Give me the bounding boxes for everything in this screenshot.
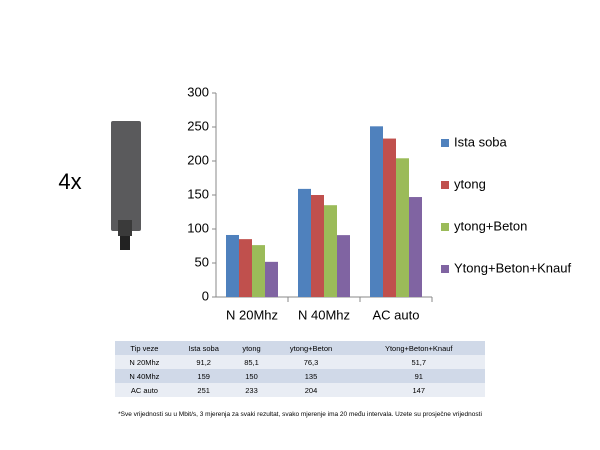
table-cell: AC auto xyxy=(115,383,174,397)
legend-label: ytong+Beton xyxy=(454,218,527,233)
table-cell: 204 xyxy=(269,383,353,397)
bar xyxy=(370,126,383,297)
bar xyxy=(311,195,324,297)
y-tick-label: 100 xyxy=(187,220,209,235)
table-cell: N 20Mhz xyxy=(115,355,174,369)
bar xyxy=(409,197,422,297)
chart: 4x 0 50 100 150 200 250 300 N 20Mhz N 40Mhz AC au… xyxy=(58,84,571,322)
table-cell: 85,1 xyxy=(233,355,270,369)
footnote: *Sve vrijednosti su u Mbit/s, 3 mjerenja… xyxy=(118,411,482,418)
x-tick-label: AC auto xyxy=(373,307,420,322)
antenna-image xyxy=(111,121,141,250)
table-cell: ytong+Beton xyxy=(269,341,353,355)
table-row: Tip veze Ista soba ytong ytong+Beton Ytong+B… xyxy=(115,341,485,355)
table-cell: N 40Mhz xyxy=(115,369,174,383)
bar xyxy=(265,261,278,297)
y-tick-label: 50 xyxy=(195,254,209,269)
table-cell: Ista soba xyxy=(173,341,234,355)
bar xyxy=(383,138,396,297)
legend-swatch xyxy=(441,223,449,231)
bar xyxy=(252,245,265,297)
legend-swatch xyxy=(441,181,449,189)
multiplier-label: 4x xyxy=(58,169,81,194)
y-tick-label: 200 xyxy=(187,152,209,167)
bar xyxy=(298,188,311,297)
table-cell: 150 xyxy=(233,369,270,383)
y-tick-label: 250 xyxy=(187,118,209,133)
bar xyxy=(226,234,239,297)
table-cell: 159 xyxy=(173,369,234,383)
table-row: N 40Mhz 159 150 135 91 xyxy=(115,369,485,383)
results-table: Tip veze Ista soba ytong ytong+Beton Ytong+B… xyxy=(115,341,485,397)
bar xyxy=(324,205,337,297)
legend-label: ytong xyxy=(454,176,486,191)
y-tick-label: 150 xyxy=(187,186,209,201)
y-tick-label: 300 xyxy=(187,84,209,99)
table-cell: 251 xyxy=(173,383,234,397)
bar xyxy=(239,239,252,297)
table-cell: Tip veze xyxy=(115,341,174,355)
table-cell: 51,7 xyxy=(352,355,485,369)
table-cell: 76,3 xyxy=(269,355,353,369)
table-cell: 91 xyxy=(352,369,485,383)
bar xyxy=(337,235,350,297)
bar xyxy=(396,158,409,297)
table-row: AC auto 251 233 204 147 xyxy=(115,383,485,397)
y-tick-label: 0 xyxy=(202,288,209,303)
table-cell: 91,2 xyxy=(173,355,234,369)
table-cell: ytong xyxy=(233,341,270,355)
legend-label: Ista soba xyxy=(454,134,508,149)
legend-label: Ytong+Beton+Knauf xyxy=(454,260,571,275)
table-row: N 20Mhz 91,2 85,1 76,3 51,7 xyxy=(115,355,485,369)
x-tick-label: N 20Mhz xyxy=(226,307,278,322)
x-tick-label: N 40Mhz xyxy=(298,307,350,322)
legend-swatch xyxy=(441,265,449,273)
table-cell: 233 xyxy=(233,383,270,397)
table-cell: 135 xyxy=(269,369,353,383)
table-cell: 147 xyxy=(352,383,485,397)
legend-swatch xyxy=(441,139,449,147)
table-cell: Ytong+Beton+Knauf xyxy=(352,341,485,355)
